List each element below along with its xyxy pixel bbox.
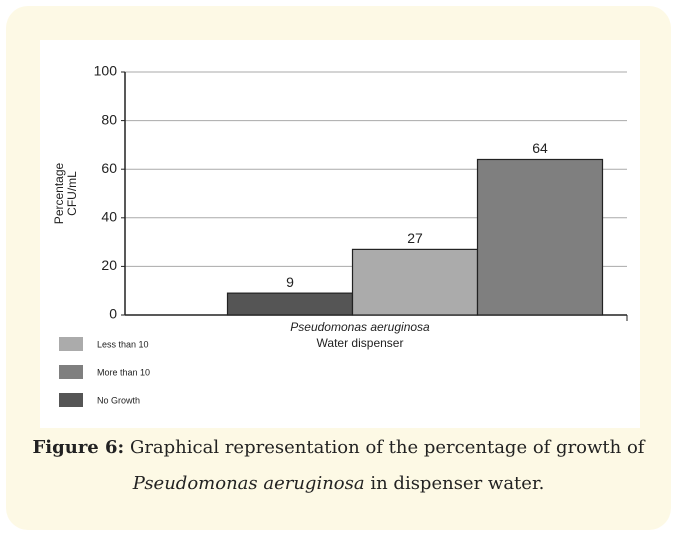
value-label: 64: [532, 140, 548, 156]
x-axis-label: Water dispenser: [317, 336, 404, 350]
legend-label: More than 10: [97, 367, 150, 377]
chart: 0 20 40 60 80 100 PercentageCFU/mL Pseudomonas …: [40, 40, 640, 428]
caption: Figure 6: Graphical representation of th…: [20, 430, 657, 502]
legend-label: No Growth: [97, 395, 140, 405]
legend-label: Less than 10: [97, 339, 149, 349]
bar: [476, 158, 604, 316]
y-tick-label: 0: [109, 306, 117, 322]
bar: [226, 292, 354, 316]
caption-text: Graphical representation of the percenta…: [129, 437, 645, 458]
value-label: 9: [286, 274, 294, 290]
y-tick-label: 20: [101, 257, 117, 273]
y-axis-label-line: CFU/mL: [65, 171, 79, 216]
bar: [351, 248, 479, 316]
value-label: 27: [407, 230, 423, 246]
y-tick-label: 40: [101, 209, 117, 225]
y-tick-label: 60: [101, 160, 117, 176]
y-axis-label-line: Percentage: [52, 162, 66, 224]
y-tick-label: 80: [101, 111, 117, 127]
caption-species: Pseudomonas aeruginosa: [132, 473, 365, 494]
caption-label: Figure 6:: [32, 437, 125, 458]
y-axis-label: PercentageCFU/mL: [52, 162, 79, 224]
legend-swatch: [59, 337, 83, 351]
caption-text: in dispenser water.: [370, 473, 545, 494]
y-tick-label: 100: [94, 63, 118, 79]
legend-swatch: [59, 393, 83, 407]
legend-swatch: [59, 365, 83, 379]
x-tick-label: Pseudomonas aeruginosa: [290, 320, 430, 334]
